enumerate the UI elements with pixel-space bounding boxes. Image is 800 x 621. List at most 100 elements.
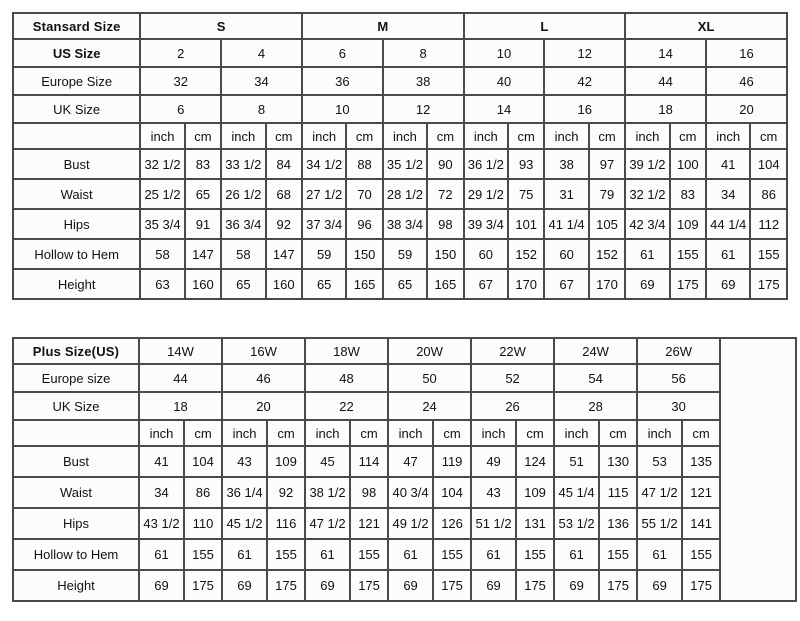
plus-cell-bust-3: 109: [268, 447, 307, 478]
row-label-uk-size: UK Size: [12, 96, 142, 124]
row-label-uk-size: UK Size: [12, 393, 140, 421]
cell-waist-12: 32 1/2: [626, 180, 671, 210]
cell-plus-sizeus-0: 14W: [140, 337, 224, 365]
cell-bust-11: 97: [589, 150, 627, 180]
unit-header-inch-14: inch: [706, 124, 752, 150]
plus-unit-header-inch-6: inch: [389, 421, 435, 447]
cell-waist-5: 70: [347, 180, 384, 210]
plus-row-europe-size: Europe size 44 46 48 50 52 54 56: [12, 365, 797, 393]
cell-height-13: 175: [670, 270, 707, 300]
cell-europe-size-2: 36: [302, 68, 384, 96]
plus-cell-waist-3: 92: [268, 478, 307, 509]
plus-cell-bust-10: 51: [555, 447, 601, 478]
cell-europe-size-0: 44: [140, 365, 224, 393]
cell-waist-8: 29 1/2: [464, 180, 510, 210]
cell-hollow-to-hem-0: 58: [141, 240, 186, 270]
cell-uk-size-3: 24: [389, 393, 473, 421]
unit-header-cm-1: cm: [185, 124, 223, 150]
cell-hollow-to-hem-7: 150: [428, 240, 465, 270]
cell-bust-14: 41: [706, 150, 752, 180]
plus-row-label-height: Height: [12, 571, 140, 602]
cell-hollow-to-hem-11: 152: [589, 240, 627, 270]
standard-size-table: Stansard Size S M L XL US Size 2 4 6 8 10 12 14 16 Eur…: [12, 12, 788, 300]
cell-europe-size-3: 38: [383, 68, 465, 96]
cell-europe-size-1: 34: [222, 68, 303, 96]
unit-header-cm-11: cm: [589, 124, 627, 150]
cell-plus-sizeus-3: 20W: [389, 337, 473, 365]
cell-waist-7: 72: [428, 180, 465, 210]
cell-uk-size-7: 20: [706, 96, 788, 124]
cell-height-12: 69: [626, 270, 671, 300]
row-label-europe-size: Europe Size: [12, 68, 142, 96]
cell-waist-2: 26 1/2: [222, 180, 267, 210]
row-label-bust: Bust: [12, 150, 142, 180]
cell-hips-12: 42 3/4: [626, 210, 671, 240]
cell-europe-size-6: 44: [626, 68, 707, 96]
cell-bust-2: 33 1/2: [222, 150, 267, 180]
cell-hips-11: 105: [589, 210, 627, 240]
cell-waist-3: 68: [266, 180, 303, 210]
plus-cell-hips-12: 55 1/2: [638, 509, 684, 540]
plus-cell-hips-5: 121: [351, 509, 390, 540]
cell-bust-13: 100: [670, 150, 707, 180]
plus-cell-height-7: 175: [434, 571, 473, 602]
plus-trailing-blank-cell: [721, 337, 798, 602]
cell-europe-size-7: 46: [706, 68, 788, 96]
plus-measurement-row-bust: Bust 41 104 43 109 45 114 47 119 49 124 51 130 53 135: [12, 447, 797, 478]
cell-hollow-to-hem-14: 61: [706, 240, 752, 270]
plus-cell-waist-10: 45 1/4: [555, 478, 601, 509]
unit-header-inch-10: inch: [545, 124, 590, 150]
row-label-europe-size: Europe size: [12, 365, 140, 393]
cell-uk-size-1: 20: [223, 393, 307, 421]
cell-height-0: 63: [141, 270, 186, 300]
plus-row-label-waist: Waist: [12, 478, 140, 509]
cell-europe-size-5: 42: [545, 68, 627, 96]
plus-cell-height-5: 175: [351, 571, 390, 602]
cell-hips-4: 37 3/4: [302, 210, 348, 240]
plus-cell-bust-8: 49: [472, 447, 518, 478]
plus-row-plus-sizeus: Plus Size(US) 14W 16W 18W 20W 22W 24W 26W: [12, 337, 798, 602]
plus-row-uk-size: UK Size 18 20 22 24 26 28 30: [12, 393, 797, 421]
size-group-header-xl: XL: [626, 12, 788, 40]
plus-cell-bust-12: 53: [638, 447, 684, 478]
cell-waist-10: 31: [545, 180, 590, 210]
cell-height-5: 165: [347, 270, 384, 300]
cell-bust-15: 104: [751, 150, 788, 180]
plus-unit-header-inch-2: inch: [223, 421, 269, 447]
plus-size-table: Plus Size(US) 14W 16W 18W 20W 22W 24W 26W Europe…: [12, 337, 798, 602]
cell-hips-13: 109: [670, 210, 707, 240]
cell-uk-size-0: 6: [141, 96, 223, 124]
unit-header-cm-9: cm: [509, 124, 546, 150]
cell-bust-6: 35 1/2: [383, 150, 429, 180]
plus-cell-waist-6: 40 3/4: [389, 478, 435, 509]
cell-uk-size-6: 18: [626, 96, 707, 124]
cell-us-size-5: 12: [545, 40, 627, 68]
cell-hips-14: 44 1/4: [706, 210, 752, 240]
plus-cell-bust-6: 47: [389, 447, 435, 478]
cell-bust-8: 36 1/2: [464, 150, 510, 180]
plus-cell-waist-4: 38 1/2: [306, 478, 352, 509]
plus-row-label-hips: Hips: [12, 509, 140, 540]
plus-cell-waist-13: 121: [683, 478, 722, 509]
cell-height-2: 65: [222, 270, 267, 300]
cell-hollow-to-hem-1: 147: [185, 240, 223, 270]
row-label-waist: Waist: [12, 180, 142, 210]
plus-cell-height-12: 69: [638, 571, 684, 602]
plus-cell-hips-9: 131: [517, 509, 556, 540]
standard-header-row: Stansard Size S M L XL: [12, 12, 788, 40]
cell-europe-size-4: 52: [472, 365, 556, 393]
plus-unit-header-cm-11: cm: [600, 421, 639, 447]
plus-cell-hips-3: 116: [268, 509, 307, 540]
cell-plus-sizeus-2: 18W: [306, 337, 390, 365]
cell-height-8: 67: [464, 270, 510, 300]
cell-height-1: 160: [185, 270, 223, 300]
cell-waist-13: 83: [670, 180, 707, 210]
plus-cell-waist-7: 104: [434, 478, 473, 509]
cell-hips-10: 41 1/4: [545, 210, 590, 240]
cell-waist-11: 79: [589, 180, 627, 210]
cell-bust-0: 32 1/2: [141, 150, 186, 180]
plus-unit-header-inch-8: inch: [472, 421, 518, 447]
standard-measurement-row-hollow-to-hem: Hollow to Hem 58 147 58 147 59 150 59 150 60 152 60…: [12, 240, 788, 270]
plus-cell-bust-2: 43: [223, 447, 269, 478]
cell-bust-7: 90: [428, 150, 465, 180]
